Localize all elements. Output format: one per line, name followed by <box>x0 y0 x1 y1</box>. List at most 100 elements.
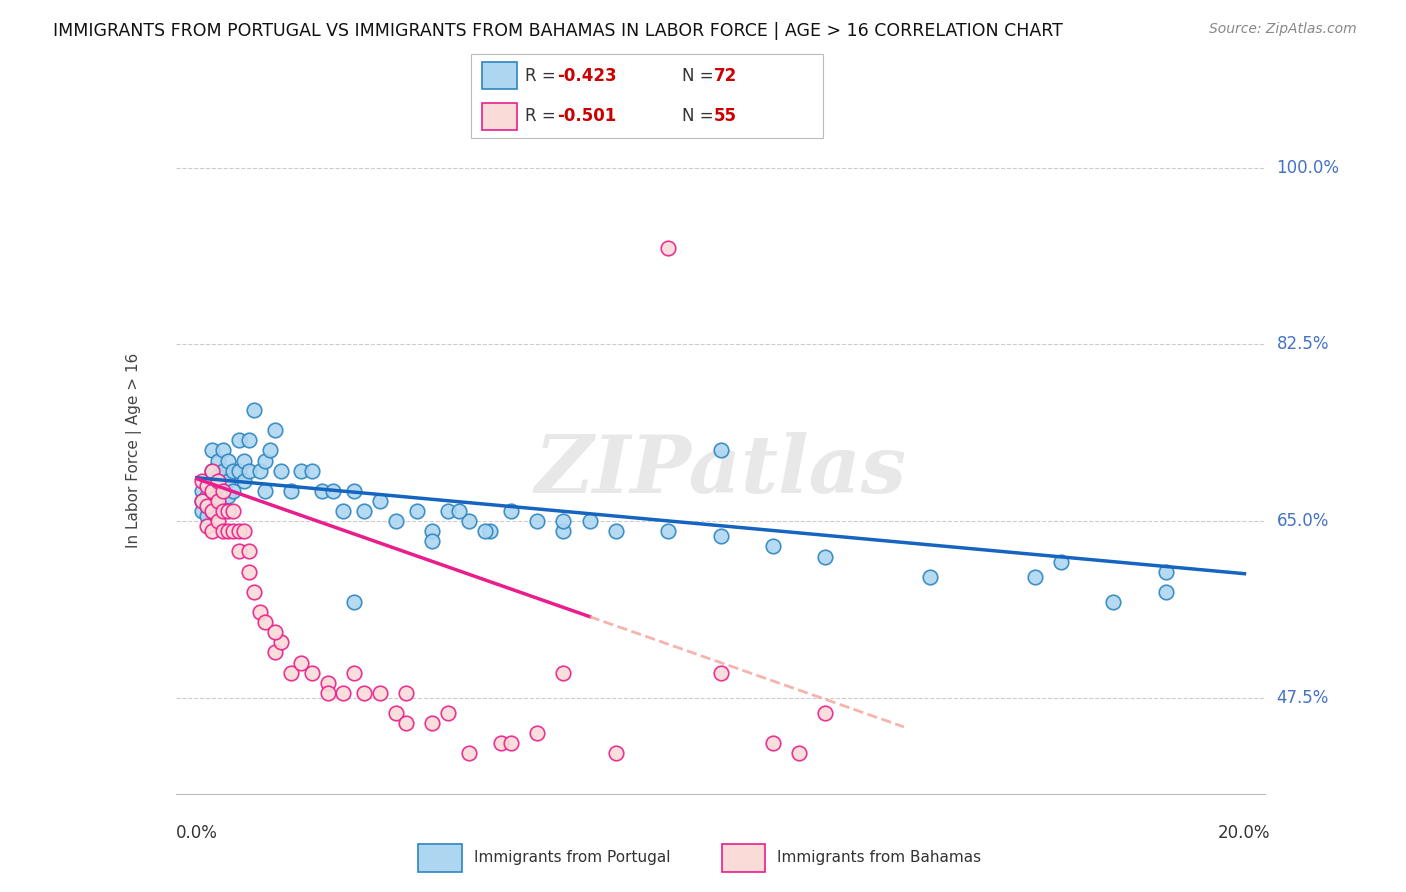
Text: Source: ZipAtlas.com: Source: ZipAtlas.com <box>1209 22 1357 37</box>
Text: In Labor Force | Age > 16: In Labor Force | Age > 16 <box>127 353 142 548</box>
Point <box>228 524 250 539</box>
Text: N =: N = <box>682 107 718 125</box>
Point <box>290 656 312 670</box>
Point <box>232 474 254 488</box>
Point <box>217 489 239 503</box>
Point <box>422 534 444 549</box>
Point <box>709 665 731 680</box>
Point <box>270 464 292 478</box>
Point <box>195 499 218 513</box>
Point <box>526 514 548 528</box>
Point <box>253 453 276 467</box>
Point <box>249 464 271 478</box>
Point <box>191 494 214 508</box>
Point <box>259 443 281 458</box>
Point <box>657 242 679 256</box>
Point <box>195 489 218 503</box>
Text: 0.0%: 0.0% <box>176 824 218 842</box>
Point <box>280 483 302 498</box>
Point <box>264 625 287 640</box>
Point <box>762 540 785 554</box>
Point <box>264 645 287 659</box>
Point <box>526 726 548 740</box>
Point <box>201 464 224 478</box>
Point <box>301 464 323 478</box>
Point <box>238 565 260 579</box>
Point <box>1154 565 1177 579</box>
Point <box>353 504 375 518</box>
Point <box>207 453 229 467</box>
Point <box>212 483 235 498</box>
FancyBboxPatch shape <box>482 103 517 130</box>
Point <box>212 524 235 539</box>
Point <box>422 716 444 731</box>
Text: IMMIGRANTS FROM PORTUGAL VS IMMIGRANTS FROM BAHAMAS IN LABOR FORCE | AGE > 16 CO: IMMIGRANTS FROM PORTUGAL VS IMMIGRANTS F… <box>53 22 1063 40</box>
Point <box>195 479 218 493</box>
Point <box>201 443 224 458</box>
Point <box>762 736 785 750</box>
Point <box>191 483 214 498</box>
Point <box>489 736 512 750</box>
Point <box>228 434 250 448</box>
Point <box>243 403 266 417</box>
Point <box>191 494 214 508</box>
Point <box>222 483 245 498</box>
Text: -0.501: -0.501 <box>557 107 616 125</box>
Point <box>195 509 218 524</box>
Point <box>243 585 266 599</box>
Point <box>217 474 239 488</box>
Point <box>212 504 235 518</box>
Point <box>1154 585 1177 599</box>
Point <box>787 747 810 761</box>
Point <box>709 529 731 543</box>
Point <box>195 519 218 533</box>
Point <box>458 747 481 761</box>
Point <box>270 635 292 649</box>
Point <box>368 494 391 508</box>
Point <box>368 686 391 700</box>
Text: ZIPatlas: ZIPatlas <box>534 433 907 510</box>
FancyBboxPatch shape <box>721 845 765 872</box>
Point <box>311 483 333 498</box>
Point <box>201 464 224 478</box>
Point <box>479 524 502 539</box>
Point <box>217 453 239 467</box>
Point <box>458 514 481 528</box>
Point <box>191 504 214 518</box>
Point <box>253 483 276 498</box>
Text: 100.0%: 100.0% <box>1277 159 1340 177</box>
Text: N =: N = <box>682 67 718 85</box>
Point <box>212 443 235 458</box>
Point <box>228 544 250 558</box>
FancyBboxPatch shape <box>482 62 517 89</box>
Point <box>814 706 837 720</box>
Point <box>207 468 229 483</box>
Point <box>238 464 260 478</box>
FancyBboxPatch shape <box>419 845 461 872</box>
Point <box>447 504 470 518</box>
Text: 72: 72 <box>713 67 737 85</box>
Point <box>201 504 224 518</box>
Point <box>578 514 600 528</box>
Point <box>553 514 575 528</box>
Point <box>384 514 406 528</box>
Point <box>253 615 276 630</box>
Point <box>316 675 339 690</box>
Point <box>814 549 837 564</box>
Point <box>301 665 323 680</box>
Point <box>201 483 224 498</box>
Point <box>217 504 239 518</box>
Point <box>212 483 235 498</box>
Text: R =: R = <box>526 67 561 85</box>
Point <box>212 464 235 478</box>
Point <box>195 474 218 488</box>
Point <box>605 524 627 539</box>
Point <box>201 483 224 498</box>
Text: Immigrants from Bahamas: Immigrants from Bahamas <box>778 850 981 864</box>
Point <box>249 605 271 619</box>
Point <box>343 665 366 680</box>
Point <box>264 423 287 437</box>
Point <box>1050 555 1073 569</box>
Text: -0.423: -0.423 <box>557 67 617 85</box>
Text: 65.0%: 65.0% <box>1277 512 1329 530</box>
